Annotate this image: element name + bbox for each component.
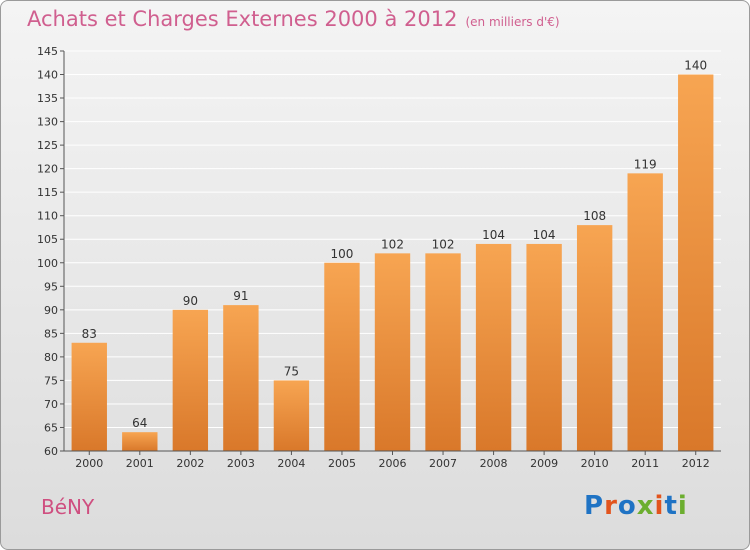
y-tick-label: 70 <box>44 398 58 411</box>
x-tick-label: 2011 <box>631 457 659 470</box>
value-label: 91 <box>233 289 248 303</box>
y-tick-label: 100 <box>37 257 58 270</box>
logo-letter: t <box>664 491 678 521</box>
logo-letter: o <box>617 491 637 521</box>
y-tick-label: 65 <box>44 421 58 434</box>
value-label: 108 <box>583 209 606 223</box>
y-tick-label: 75 <box>44 374 58 387</box>
value-label: 83 <box>82 327 97 341</box>
x-tick-label: 2006 <box>379 457 407 470</box>
y-tick-label: 95 <box>44 280 58 293</box>
bar <box>678 74 714 451</box>
x-tick-label: 2004 <box>277 457 305 470</box>
y-tick-label: 120 <box>37 163 58 176</box>
value-label: 119 <box>634 157 657 171</box>
y-tick-label: 90 <box>44 304 58 317</box>
x-tick-label: 2007 <box>429 457 457 470</box>
y-axis-tick-labels: 60 65 70 75 80 85 90 95 100 105 110 115 120 125 130 135… <box>37 45 64 458</box>
y-tick-label: 115 <box>37 186 58 199</box>
y-tick-label: 110 <box>37 210 58 223</box>
x-tick-label: 2010 <box>581 457 609 470</box>
proxiti-logo: Proxiti <box>584 491 688 521</box>
y-tick-label: 105 <box>37 233 58 246</box>
axes <box>63 51 721 452</box>
x-tick-label: 2008 <box>480 457 508 470</box>
y-tick-label: 125 <box>37 139 58 152</box>
value-label: 64 <box>132 416 147 430</box>
value-label: 102 <box>381 237 404 251</box>
y-tick-label: 80 <box>44 351 58 364</box>
y-tick-label: 130 <box>37 116 58 129</box>
logo-letter: x <box>636 491 655 521</box>
logo-letter: i <box>677 491 688 521</box>
value-label: 104 <box>533 228 556 242</box>
title-row: Achats et Charges Externes 2000 à 2012 (e… <box>27 7 560 31</box>
bar <box>374 253 411 451</box>
y-tick-label: 145 <box>37 45 58 58</box>
commune-name: BéNY <box>41 495 95 519</box>
bar <box>122 432 158 451</box>
value-label: 100 <box>331 247 354 261</box>
bar <box>627 173 663 451</box>
value-labels: 83 64 90 91 75 100 102 102 104 104 108 119 140 <box>82 59 708 431</box>
chart-title: Achats et Charges Externes 2000 à 2012 <box>27 7 458 31</box>
logo-letter: r <box>604 491 618 521</box>
x-tick-label: 2000 <box>75 457 103 470</box>
logo-letter: P <box>584 491 605 521</box>
logo-letter: i <box>654 491 665 521</box>
y-tick-label: 135 <box>37 92 58 105</box>
x-tick-label: 2003 <box>227 457 255 470</box>
x-tick-label: 2002 <box>176 457 204 470</box>
x-tick-label: 2012 <box>682 457 710 470</box>
bar <box>576 225 613 451</box>
bar <box>324 262 360 451</box>
bar <box>425 253 461 451</box>
value-label: 90 <box>183 294 198 308</box>
y-tick-label: 85 <box>44 327 58 340</box>
value-label: 75 <box>284 364 299 378</box>
y-tick-label: 140 <box>37 69 58 82</box>
value-label: 104 <box>482 228 505 242</box>
bar <box>475 243 512 451</box>
x-tick-label: 2005 <box>328 457 356 470</box>
value-label: 140 <box>684 59 707 73</box>
bar <box>71 342 107 451</box>
bar <box>172 309 209 451</box>
bar <box>273 380 310 451</box>
bars <box>71 74 714 451</box>
value-label: 102 <box>432 237 455 251</box>
y-tick-label: 60 <box>44 445 58 458</box>
bar <box>526 243 562 451</box>
x-tick-label: 2009 <box>530 457 558 470</box>
chart-subtitle: (en milliers d'€) <box>465 15 560 29</box>
bar <box>223 305 259 451</box>
x-axis-tick-labels: 2000 2001 2002 2003 2004 2005 2006 2007 2008 2009… <box>75 451 710 470</box>
x-tick-label: 2001 <box>126 457 154 470</box>
